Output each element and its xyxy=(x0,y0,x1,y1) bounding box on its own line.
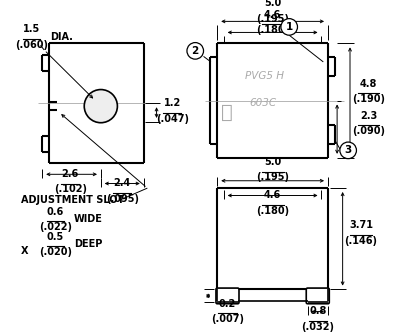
Text: 603C: 603C xyxy=(250,98,277,108)
Text: 4.6: 4.6 xyxy=(264,190,281,200)
Text: 3: 3 xyxy=(344,145,352,155)
Text: (.190): (.190) xyxy=(352,94,385,104)
Text: DEEP: DEEP xyxy=(74,239,102,249)
Text: 0.5: 0.5 xyxy=(46,231,64,242)
Text: 5.0: 5.0 xyxy=(264,0,281,9)
Text: (.047): (.047) xyxy=(156,114,189,124)
Text: (.195): (.195) xyxy=(256,172,289,183)
Text: (.180): (.180) xyxy=(256,25,289,35)
Text: (.090): (.090) xyxy=(352,126,385,136)
Text: (.102): (.102) xyxy=(54,185,87,195)
FancyBboxPatch shape xyxy=(216,288,239,304)
Text: DIA.: DIA. xyxy=(50,33,72,42)
Text: 1.5: 1.5 xyxy=(23,24,40,34)
Text: 2: 2 xyxy=(192,46,199,56)
Text: 3.71: 3.71 xyxy=(349,220,373,230)
Text: (.022): (.022) xyxy=(39,222,72,232)
Text: 2.3: 2.3 xyxy=(360,111,377,121)
Text: X: X xyxy=(21,246,29,256)
Circle shape xyxy=(187,42,204,59)
Text: (.032): (.032) xyxy=(301,322,334,332)
Text: 0.8: 0.8 xyxy=(309,306,326,316)
Text: (.095): (.095) xyxy=(106,194,139,204)
Text: (.195): (.195) xyxy=(256,14,289,24)
Text: 4.8: 4.8 xyxy=(360,79,377,89)
Text: ADJUSTMENT SLOT: ADJUSTMENT SLOT xyxy=(21,195,124,205)
Text: (.020): (.020) xyxy=(39,247,72,257)
Text: Ⓑ: Ⓑ xyxy=(221,103,232,122)
Text: WIDE: WIDE xyxy=(74,214,102,224)
Text: 0.6: 0.6 xyxy=(46,207,64,217)
Text: PVG5 H: PVG5 H xyxy=(245,71,284,81)
Text: (.146): (.146) xyxy=(344,236,378,246)
Text: (.060): (.060) xyxy=(15,40,48,50)
FancyBboxPatch shape xyxy=(306,288,329,304)
Text: (.180): (.180) xyxy=(256,206,289,215)
Text: 2.6: 2.6 xyxy=(62,169,79,179)
Text: 0.2: 0.2 xyxy=(219,299,236,309)
Text: 4.6: 4.6 xyxy=(264,10,281,20)
Circle shape xyxy=(84,90,118,123)
Circle shape xyxy=(340,142,356,159)
Text: 2.4: 2.4 xyxy=(114,178,131,188)
Circle shape xyxy=(281,19,298,35)
Text: (.007): (.007) xyxy=(211,314,244,324)
Text: 1: 1 xyxy=(286,22,293,32)
Text: 5.0: 5.0 xyxy=(264,157,281,167)
Text: 1.2: 1.2 xyxy=(164,98,181,108)
